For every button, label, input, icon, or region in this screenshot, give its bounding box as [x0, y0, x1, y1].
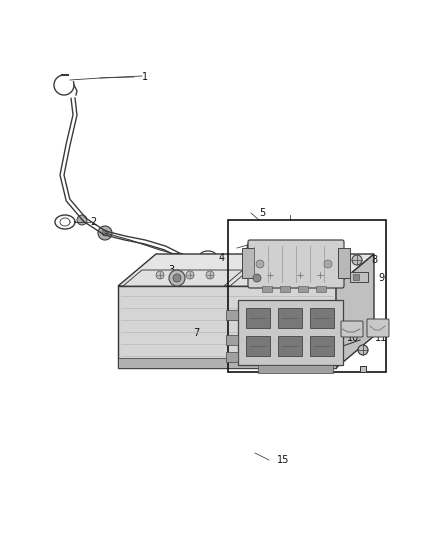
- Bar: [278, 336, 302, 356]
- Circle shape: [316, 271, 324, 279]
- Circle shape: [102, 230, 108, 236]
- Bar: [298, 286, 308, 292]
- Bar: [262, 286, 272, 292]
- Circle shape: [156, 271, 164, 279]
- Bar: [290, 344, 310, 356]
- Circle shape: [358, 345, 368, 355]
- Polygon shape: [118, 254, 374, 286]
- Bar: [238, 300, 343, 365]
- Bar: [246, 308, 270, 328]
- Polygon shape: [230, 270, 350, 286]
- Text: 7: 7: [193, 328, 199, 338]
- Text: 8: 8: [371, 255, 377, 265]
- Bar: [360, 366, 366, 372]
- Bar: [310, 336, 334, 356]
- Text: 10: 10: [347, 333, 359, 343]
- Polygon shape: [336, 254, 374, 368]
- Circle shape: [296, 271, 304, 279]
- Bar: [258, 365, 333, 373]
- Bar: [170, 253, 182, 262]
- Bar: [246, 336, 270, 356]
- Text: 2: 2: [90, 217, 96, 227]
- Bar: [226, 335, 238, 345]
- Circle shape: [352, 255, 362, 265]
- Circle shape: [98, 226, 112, 240]
- FancyBboxPatch shape: [248, 240, 344, 288]
- Circle shape: [324, 260, 332, 268]
- Bar: [350, 272, 368, 282]
- Circle shape: [186, 271, 194, 279]
- Text: 3: 3: [168, 265, 174, 275]
- Text: 5: 5: [259, 208, 265, 218]
- Bar: [242, 248, 254, 278]
- Text: 13: 13: [318, 345, 330, 355]
- Bar: [310, 308, 334, 328]
- Circle shape: [249, 270, 265, 286]
- Text: 9: 9: [378, 273, 384, 283]
- Text: 6: 6: [245, 243, 251, 253]
- Polygon shape: [118, 286, 336, 368]
- Text: 4: 4: [219, 253, 225, 263]
- Circle shape: [173, 274, 181, 282]
- Text: 1: 1: [142, 72, 148, 82]
- Text: 14: 14: [318, 363, 330, 373]
- Circle shape: [169, 270, 185, 286]
- Bar: [228, 220, 386, 372]
- Bar: [171, 254, 175, 261]
- FancyBboxPatch shape: [341, 321, 363, 337]
- Polygon shape: [123, 270, 243, 286]
- Text: 15: 15: [277, 455, 290, 465]
- Bar: [280, 286, 290, 292]
- Text: 12: 12: [299, 353, 311, 363]
- Circle shape: [266, 271, 274, 279]
- Circle shape: [256, 260, 264, 268]
- Bar: [226, 310, 238, 320]
- Bar: [353, 274, 359, 280]
- Bar: [278, 308, 302, 328]
- Bar: [338, 248, 350, 278]
- Bar: [316, 286, 326, 292]
- Bar: [226, 352, 238, 362]
- Text: 11: 11: [375, 333, 387, 343]
- FancyBboxPatch shape: [367, 319, 389, 337]
- Circle shape: [77, 215, 87, 225]
- Circle shape: [206, 271, 214, 279]
- Bar: [118, 358, 336, 368]
- Circle shape: [253, 274, 261, 282]
